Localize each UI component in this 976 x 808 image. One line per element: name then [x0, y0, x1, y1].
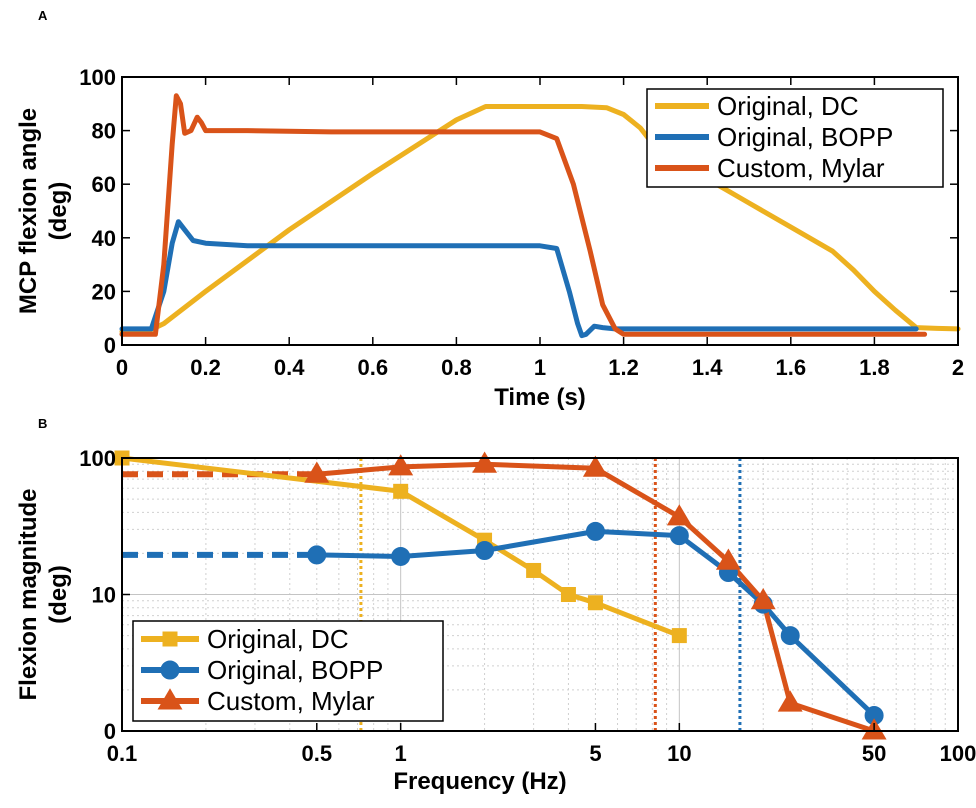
data-point-b-0 — [560, 587, 576, 602]
panel-label-a: A — [38, 8, 48, 23]
y-axis-title-line1-b: Flexion magnitude — [15, 488, 42, 700]
series-line-a-2 — [119, 93, 928, 337]
y-tick-label-a: 80 — [92, 119, 116, 144]
chart-panel-a: 0 0.2 0.4 0.6 0.8 1 1.2 1.4 1.6 1.8 2020406080100T… — [15, 65, 964, 411]
x-tick-label-a: 1.2 — [608, 355, 639, 380]
panel-label-b: B — [38, 416, 47, 431]
data-point-b-1 — [475, 541, 495, 561]
legend-swatch-marker-b — [160, 660, 180, 680]
x-axis-title-a: Time (s) — [494, 384, 586, 411]
x-tick-label-b: 5 — [589, 741, 601, 766]
x-tick-label-a: 1.4 — [692, 355, 723, 380]
legend-label-a: Original, BOPP — [717, 122, 893, 152]
y-axis-title-line1-a: MCP flexion angle — [15, 108, 42, 314]
data-point-b-2 — [666, 504, 692, 526]
y-axis-title-b: Flexion magnitude (deg) — [15, 488, 72, 700]
legend-swatch-marker-b — [162, 631, 178, 647]
x-tick-label-a: 1.6 — [776, 355, 807, 380]
x-tick-label-b: 0.1 — [107, 741, 138, 766]
x-tick-label-a: 1 — [534, 355, 546, 380]
data-point-b-1 — [307, 545, 327, 565]
y-tick-label-a: 100 — [79, 65, 116, 90]
data-point-b-0 — [671, 628, 687, 644]
data-point-b-2 — [715, 548, 741, 570]
legend-label-b: Custom, Mylar — [207, 686, 375, 716]
x-tick-label-b: 100 — [940, 741, 976, 766]
x-tick-label-a: 0.8 — [441, 355, 472, 380]
data-point-b-2 — [472, 451, 498, 473]
data-point-b-2 — [750, 588, 776, 610]
legend-label-a: Original, DC — [717, 91, 859, 121]
data-point-b-0 — [587, 595, 603, 611]
x-tick-label-a: 0.6 — [358, 355, 389, 380]
y-axis-title-a: MCP flexion angle (deg) — [15, 108, 72, 314]
y-tick-label-a: 20 — [92, 279, 116, 304]
data-point-b-2 — [582, 455, 608, 477]
legend-swatch-marker-b — [157, 688, 183, 710]
x-tick-label-b: 1 — [395, 741, 407, 766]
x-tick-label-a: 1.8 — [859, 355, 890, 380]
y-tick-label-b: 10 — [92, 583, 116, 608]
x-tick-label-b: 10 — [667, 741, 691, 766]
x-tick-label-b: 0.5 — [301, 741, 332, 766]
legend-label-b: Original, DC — [207, 624, 349, 654]
x-axis-title-b: Frequency (Hz) — [393, 768, 566, 795]
data-point-b-1 — [585, 521, 605, 541]
x-tick-label-a: 0 — [116, 355, 128, 380]
series-line-a-0 — [119, 104, 961, 335]
x-tick-label-a: 2 — [952, 355, 964, 380]
y-tick-label-a: 0 — [104, 333, 116, 358]
y-axis-title-line2-b: (deg) — [45, 565, 72, 624]
data-point-b-2 — [777, 690, 803, 712]
x-tick-label-a: 0.4 — [274, 355, 305, 380]
y-tick-label-a: 40 — [92, 226, 116, 251]
y-tick-label-a: 60 — [92, 172, 116, 197]
y-tick-label-b: 100 — [79, 446, 116, 471]
data-point-b-0 — [393, 483, 409, 499]
legend-label-b: Original, BOPP — [207, 655, 383, 685]
chart-panel-b: 0.1 0.5 1 5 10 50 100 0 10 100 Frequency (Hz) Flexi… — [15, 446, 976, 795]
data-point-b-1 — [391, 546, 411, 566]
y-axis-title-line2-a: (deg) — [45, 182, 72, 241]
data-point-b-2 — [388, 454, 414, 476]
data-point-b-1 — [669, 526, 689, 546]
data-point-b-2 — [304, 461, 330, 483]
y-tick-label-b: 0 — [104, 719, 116, 744]
x-tick-label-a: 0.2 — [190, 355, 221, 380]
legend-label-a: Custom, Mylar — [717, 153, 885, 183]
data-point-b-0 — [526, 562, 542, 578]
x-tick-label-b: 50 — [862, 741, 886, 766]
data-point-b-1 — [780, 626, 800, 646]
